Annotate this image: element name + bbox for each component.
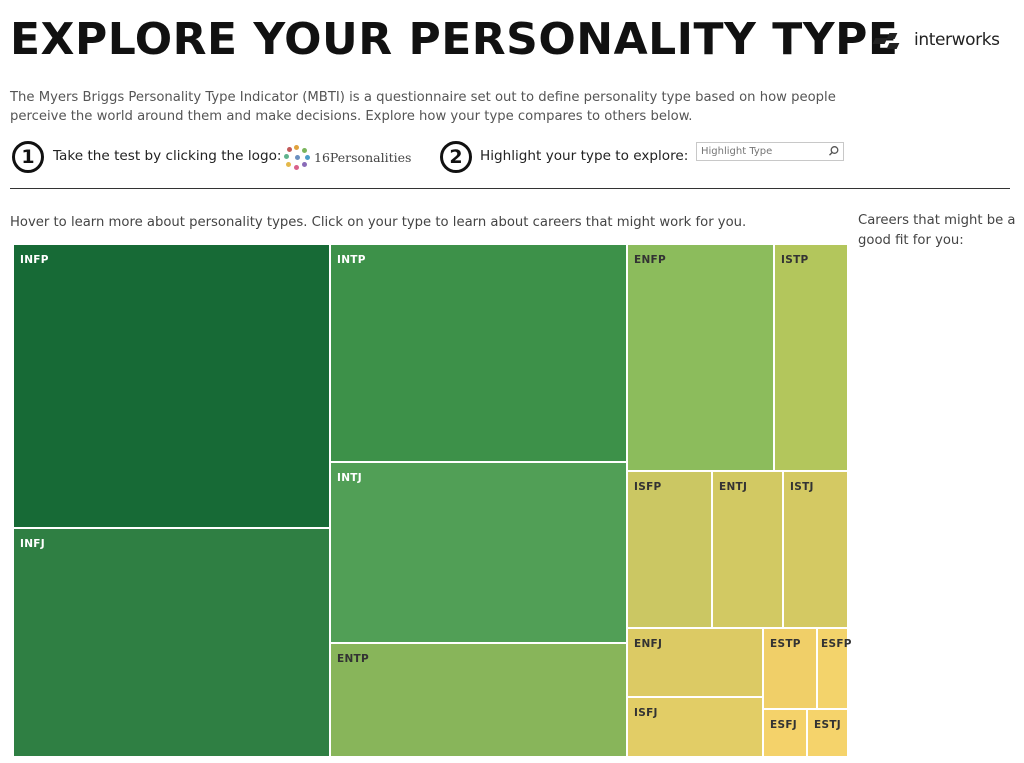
treemap-cell-estj[interactable]: ESTJ <box>807 709 848 757</box>
intro-text: The Myers Briggs Personality Type Indica… <box>10 90 836 124</box>
treemap-cell-label: ESFP <box>821 638 852 650</box>
treemap-cell-label: ENFJ <box>634 638 663 650</box>
treemap-cell-label: ENFP <box>634 254 667 266</box>
treemap-cell-label: ISTJ <box>790 481 814 493</box>
treemap-cell-infj[interactable]: INFJ <box>13 528 330 757</box>
search-icon[interactable] <box>828 145 840 157</box>
personality-treemap: INFP INFJ INTP INTJ ENTP ENFP ISTP ISFP ENTJ ISTJ… <box>13 244 852 757</box>
step-2-text: Highlight your type to explore: <box>480 148 689 164</box>
step-1-number: 1 <box>12 141 44 173</box>
treemap-cell-entp[interactable]: ENTP <box>330 643 627 757</box>
treemap-cell-entj[interactable]: ENTJ <box>712 471 783 628</box>
treemap-cell-enfj[interactable]: ENFJ <box>627 628 763 697</box>
section-divider <box>10 188 1010 189</box>
treemap-cell-label: ENTJ <box>719 481 748 493</box>
treemap-cell-esfj[interactable]: ESFJ <box>763 709 807 757</box>
treemap-cell-istp[interactable]: ISTP <box>774 244 848 471</box>
treemap-cell-label: INFP <box>20 254 49 266</box>
page-title: EXPLORE YOUR PERSONALITY TYPE <box>10 14 899 65</box>
highlight-type-input[interactable] <box>696 142 844 161</box>
treemap-cell-label: ISFP <box>634 481 662 493</box>
treemap-cell-esfp[interactable]: ESFP <box>817 628 852 709</box>
brand-name: interworks <box>914 30 1000 50</box>
hover-hint: Hover to learn more about personality ty… <box>10 215 747 230</box>
treemap-cell-estp[interactable]: ESTP <box>763 628 817 709</box>
treemap-cell-istj[interactable]: ISTJ <box>783 471 848 628</box>
16personalities-logo[interactable]: 16Personalities <box>284 144 411 170</box>
treemap-cell-intj[interactable]: INTJ <box>330 462 627 643</box>
careers-panel-title: Careers that might be a good fit for you… <box>858 213 1016 248</box>
treemap-cell-label: ISFJ <box>634 707 658 719</box>
treemap-cell-label: INFJ <box>20 538 45 550</box>
treemap-cell-isfp[interactable]: ISFP <box>627 471 712 628</box>
treemap-cell-infp[interactable]: INFP <box>13 244 330 528</box>
step-1-text: Take the test by clicking the logo: <box>53 148 282 164</box>
treemap-cell-label: INTJ <box>337 472 362 484</box>
treemap-cell-label: ISTP <box>781 254 809 266</box>
treemap-cell-label: ESFJ <box>770 719 798 731</box>
treemap-cell-label: ESTP <box>770 638 801 650</box>
treemap-cell-label: INTP <box>337 254 366 266</box>
treemap-cell-isfj[interactable]: ISFJ <box>627 697 763 757</box>
16personalities-label: 16Personalities <box>314 149 412 165</box>
interworks-mark-icon <box>872 30 910 50</box>
interworks-logo[interactable]: interworks <box>872 30 1000 50</box>
steps-row: 1 Take the test by clicking the logo: 16… <box>12 141 852 175</box>
16personalities-dots-icon <box>284 144 310 170</box>
treemap-cell-label: ENTP <box>337 653 370 665</box>
treemap-cell-intp[interactable]: INTP <box>330 244 627 462</box>
treemap-cell-enfp[interactable]: ENFP <box>627 244 774 471</box>
step-2-number: 2 <box>440 141 472 173</box>
treemap-cell-label: ESTJ <box>814 719 842 731</box>
